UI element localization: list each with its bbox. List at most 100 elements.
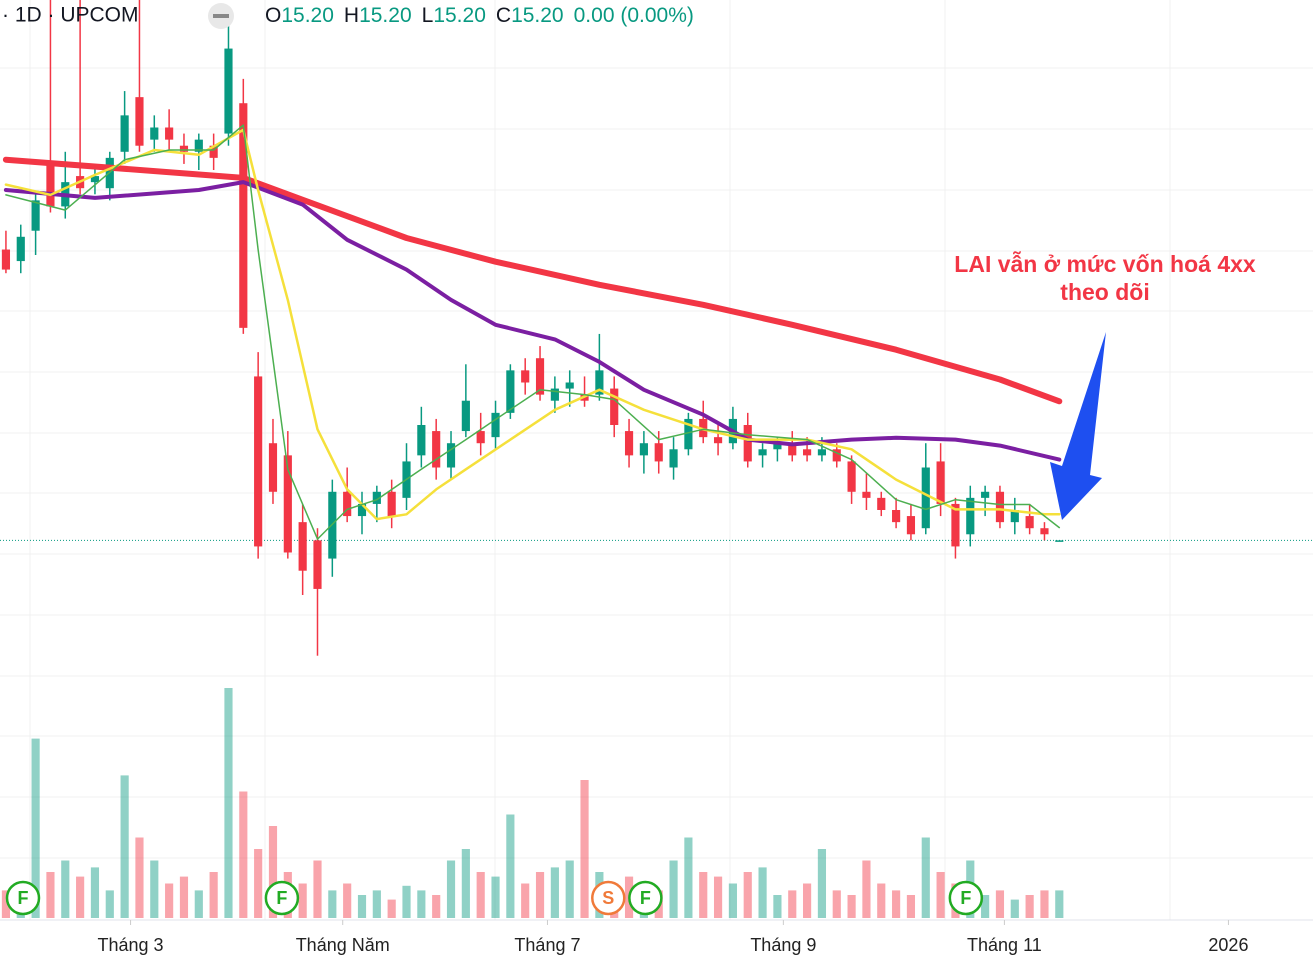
volume-pane — [1, 688, 1064, 918]
event-badge[interactable] — [628, 880, 663, 916]
volume-bar — [432, 895, 441, 918]
x-tick-label: 2026 — [1208, 935, 1248, 955]
candle-body — [268, 443, 278, 492]
volume-bar — [461, 849, 470, 918]
candle-body — [788, 443, 797, 456]
volume-bar — [1040, 890, 1049, 918]
volume-bar — [669, 860, 678, 918]
volume-bar — [936, 872, 945, 918]
candle-body — [506, 370, 515, 413]
volume-bar — [105, 890, 114, 918]
ohlc-value: 15.20 — [359, 4, 412, 27]
candle-body — [521, 370, 530, 383]
ma-line — [3, 180, 1062, 462]
candle-body — [565, 382, 574, 389]
annotation: LAI vẫn ở mức vốn hoá 4xx theo dõi — [954, 250, 1256, 520]
volume-bar — [402, 885, 411, 918]
candle-body — [550, 388, 559, 401]
volume-bar — [906, 895, 916, 918]
candle-body — [209, 145, 218, 158]
candle-body — [1040, 528, 1049, 535]
event-label: F — [276, 888, 287, 908]
ohlc-value: 15.20 — [433, 4, 486, 27]
volume-bar — [743, 872, 752, 918]
candle-body — [669, 449, 678, 468]
volume-bar — [699, 872, 708, 918]
candle-body — [16, 236, 25, 262]
volume-bar — [506, 814, 515, 918]
volume-bar — [372, 890, 381, 918]
candle-body — [194, 139, 203, 152]
volume-bar — [995, 890, 1005, 918]
event-badge[interactable] — [5, 880, 41, 916]
candle-body — [758, 449, 767, 456]
volume-bar — [224, 688, 233, 918]
volume-bar — [847, 895, 856, 918]
volume-bar — [135, 837, 144, 918]
candle-body — [773, 443, 782, 450]
candle-body — [224, 48, 233, 134]
volume-bar — [417, 890, 426, 918]
volume-bar — [76, 876, 85, 918]
ma-line — [4, 128, 1061, 521]
volume-bar — [343, 883, 352, 918]
volume-bar — [817, 849, 827, 918]
candle-body — [150, 127, 159, 140]
volume-bar — [61, 860, 70, 918]
volume-bar — [1025, 895, 1034, 918]
volume-bar — [565, 860, 574, 918]
event-label: F — [640, 888, 651, 908]
event-label: F — [960, 888, 971, 908]
candle-body — [535, 358, 545, 395]
ohlc-key: L — [422, 4, 434, 27]
volume-bar — [1055, 890, 1064, 918]
volume-bar — [268, 826, 278, 918]
volume-bar — [194, 890, 203, 918]
volume-bar — [1, 890, 11, 918]
event-badge[interactable] — [591, 880, 626, 916]
volume-bar — [550, 867, 559, 918]
candle-body — [120, 115, 129, 152]
volume-bar — [209, 872, 218, 918]
candle-body — [1055, 540, 1064, 542]
candle-body — [639, 443, 648, 456]
ohlc-key: H — [344, 4, 359, 27]
volume-bar — [491, 876, 500, 918]
event-badge[interactable] — [264, 880, 300, 916]
volume-bar — [832, 890, 841, 918]
volume-bar — [254, 849, 263, 918]
candle-body — [357, 503, 367, 517]
volume-bar — [535, 872, 545, 918]
volume-bar — [1010, 899, 1019, 918]
candle-body — [343, 491, 352, 517]
volume-bar — [446, 860, 456, 918]
candle-body — [684, 418, 693, 450]
candle-body — [179, 145, 189, 152]
volume-bar — [328, 890, 337, 918]
symbol: · 1D · UPCOM — [2, 4, 139, 27]
candle-body — [892, 510, 901, 523]
volume-bar — [476, 872, 485, 918]
candle-body — [862, 491, 871, 498]
annotation-line: LAI vẫn ở mức vốn hoá 4xx — [954, 250, 1256, 277]
event-badge[interactable] — [948, 880, 984, 916]
candle-body — [743, 425, 752, 462]
candle-body — [877, 497, 886, 510]
volume-bar — [46, 872, 55, 918]
header: · 1D · UPCOM O15.20 H15.20 L15.20 C15.20 0.0… — [2, 3, 694, 29]
price-pane — [0, 0, 1313, 656]
candle-body — [995, 491, 1005, 523]
candle-body — [239, 103, 248, 328]
candle-body — [476, 431, 485, 444]
volume-bar — [758, 867, 767, 918]
volume-bar — [31, 738, 40, 918]
volume-bar — [803, 883, 812, 918]
grid — [0, 0, 1313, 920]
volume-bar — [120, 775, 129, 918]
x-tick-label: Tháng 7 — [514, 935, 580, 955]
candle-body — [624, 431, 634, 456]
candle-body — [372, 491, 381, 504]
volume-bar — [684, 837, 693, 918]
